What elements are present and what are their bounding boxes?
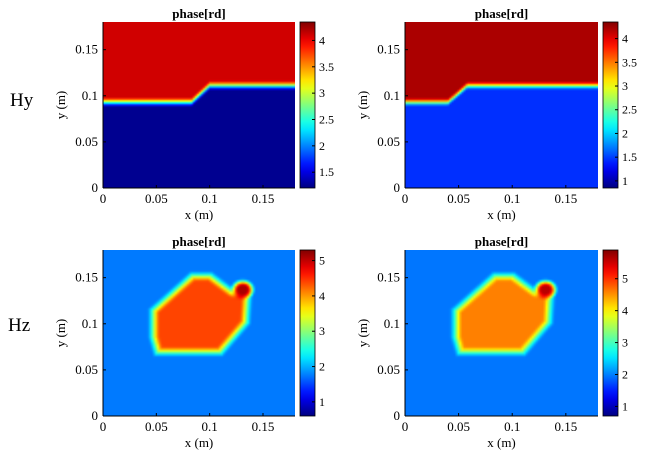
colorbar-tick-label: 3.5	[622, 55, 637, 69]
x-tick-label: 0.1	[504, 419, 520, 434]
y-tick-label: 0	[394, 408, 401, 423]
x-tick-label: 0.05	[145, 191, 168, 206]
colorbar-tick-label: 1	[622, 174, 628, 188]
x-tick-label: 0	[402, 191, 409, 206]
x-axis-label: x (m)	[185, 207, 214, 222]
heatmap-panel-3: 0 0.05 0.1 0.15 0 0.05 0.1 0.15 phase[rd] x (m) y …	[53, 234, 325, 450]
y-tick-label: 0	[394, 180, 401, 195]
chart-title: phase[rd]	[475, 234, 528, 249]
chart-title: phase[rd]	[475, 6, 528, 21]
colorbar-tick-label: 2	[319, 360, 325, 374]
y-tick-label: 0.05	[377, 134, 400, 149]
y-axis-label: y (m)	[355, 91, 370, 120]
row-label-hy: Hy	[10, 90, 34, 111]
heatmap-panel-1: 0 0.05 0.1 0.15 0 0.05 0.1 0.15 phase[rd] x (m) y …	[53, 6, 334, 222]
x-tick-label: 0.1	[504, 191, 520, 206]
x-tick-label: 0.1	[202, 191, 218, 206]
heatmap-panel-4: 0 0.05 0.1 0.15 0 0.05 0.1 0.15 phase[rd] x (m) y …	[355, 234, 628, 450]
colorbar	[299, 249, 316, 417]
colorbar	[299, 21, 316, 189]
colorbar-tick-label: 2	[622, 368, 628, 382]
heatmap-image	[405, 22, 598, 188]
x-tick-label: 0.05	[447, 419, 470, 434]
x-axis-label: x (m)	[185, 435, 214, 450]
y-tick-label: 0	[92, 180, 99, 195]
chart-title: phase[rd]	[172, 6, 225, 21]
row-label-hz: Hz	[8, 315, 31, 336]
colorbar-tick-label: 3	[319, 86, 325, 100]
colorbar-tick-label: 4	[319, 289, 325, 303]
x-tick-label: 0.15	[252, 191, 275, 206]
y-axis-label: y (m)	[53, 319, 68, 348]
chart-title: phase[rd]	[172, 234, 225, 249]
colorbar-tick-label: 4	[622, 304, 628, 318]
heatmap-image	[103, 250, 295, 416]
x-tick-label: 0.15	[554, 419, 577, 434]
colorbar-tick-label: 2.5	[319, 112, 334, 126]
y-axis-label: y (m)	[355, 319, 370, 348]
y-tick-label: 0	[92, 408, 99, 423]
colorbar	[602, 21, 619, 189]
x-tick-label: 0.15	[252, 419, 275, 434]
colorbar-tick-label: 3	[622, 79, 628, 93]
x-axis-label: x (m)	[487, 435, 516, 450]
y-axis-label: y (m)	[53, 91, 68, 120]
colorbar-tick-label: 3.5	[319, 60, 334, 74]
x-tick-label: 0.1	[202, 419, 218, 434]
colorbar-tick-label: 2	[319, 139, 325, 153]
colorbar-tick-label: 1.5	[622, 150, 637, 164]
y-tick-label: 0.15	[377, 42, 400, 57]
x-tick-label: 0	[402, 419, 409, 434]
colorbar-tick-label: 4	[622, 32, 628, 46]
colorbar-tick-label: 5	[622, 272, 628, 286]
heatmap-image	[103, 22, 295, 188]
y-tick-label: 0.05	[75, 362, 98, 377]
colorbar-tick-label: 3	[319, 324, 325, 338]
colorbar-tick-label: 1	[319, 395, 325, 409]
y-tick-label: 0.1	[82, 316, 98, 331]
colorbar-tick-label: 4	[319, 33, 325, 47]
x-tick-label: 0.05	[145, 419, 168, 434]
colorbar-tick-label: 5	[319, 254, 325, 268]
y-tick-label: 0.15	[75, 42, 98, 57]
y-tick-label: 0.15	[377, 270, 400, 285]
colorbar	[602, 249, 619, 417]
x-tick-label: 0	[100, 191, 107, 206]
x-tick-label: 0.15	[554, 191, 577, 206]
x-tick-label: 0	[100, 419, 107, 434]
x-tick-label: 0.05	[447, 191, 470, 206]
y-tick-label: 0.05	[377, 362, 400, 377]
colorbar-tick-label: 2.5	[622, 103, 637, 117]
heatmap-panel-2: 0 0.05 0.1 0.15 0 0.05 0.1 0.15 phase[rd] x (m) y …	[355, 6, 637, 222]
colorbar-tick-label: 1.5	[319, 165, 334, 179]
heatmap-image	[405, 250, 598, 416]
y-tick-label: 0.15	[75, 270, 98, 285]
y-tick-label: 0.1	[384, 88, 400, 103]
y-tick-label: 0.05	[75, 134, 98, 149]
colorbar-tick-label: 2	[622, 126, 628, 140]
colorbar-tick-label: 1	[622, 399, 628, 413]
colorbar-tick-label: 3	[622, 336, 628, 350]
x-axis-label: x (m)	[487, 207, 516, 222]
y-tick-label: 0.1	[82, 88, 98, 103]
y-tick-label: 0.1	[384, 316, 400, 331]
